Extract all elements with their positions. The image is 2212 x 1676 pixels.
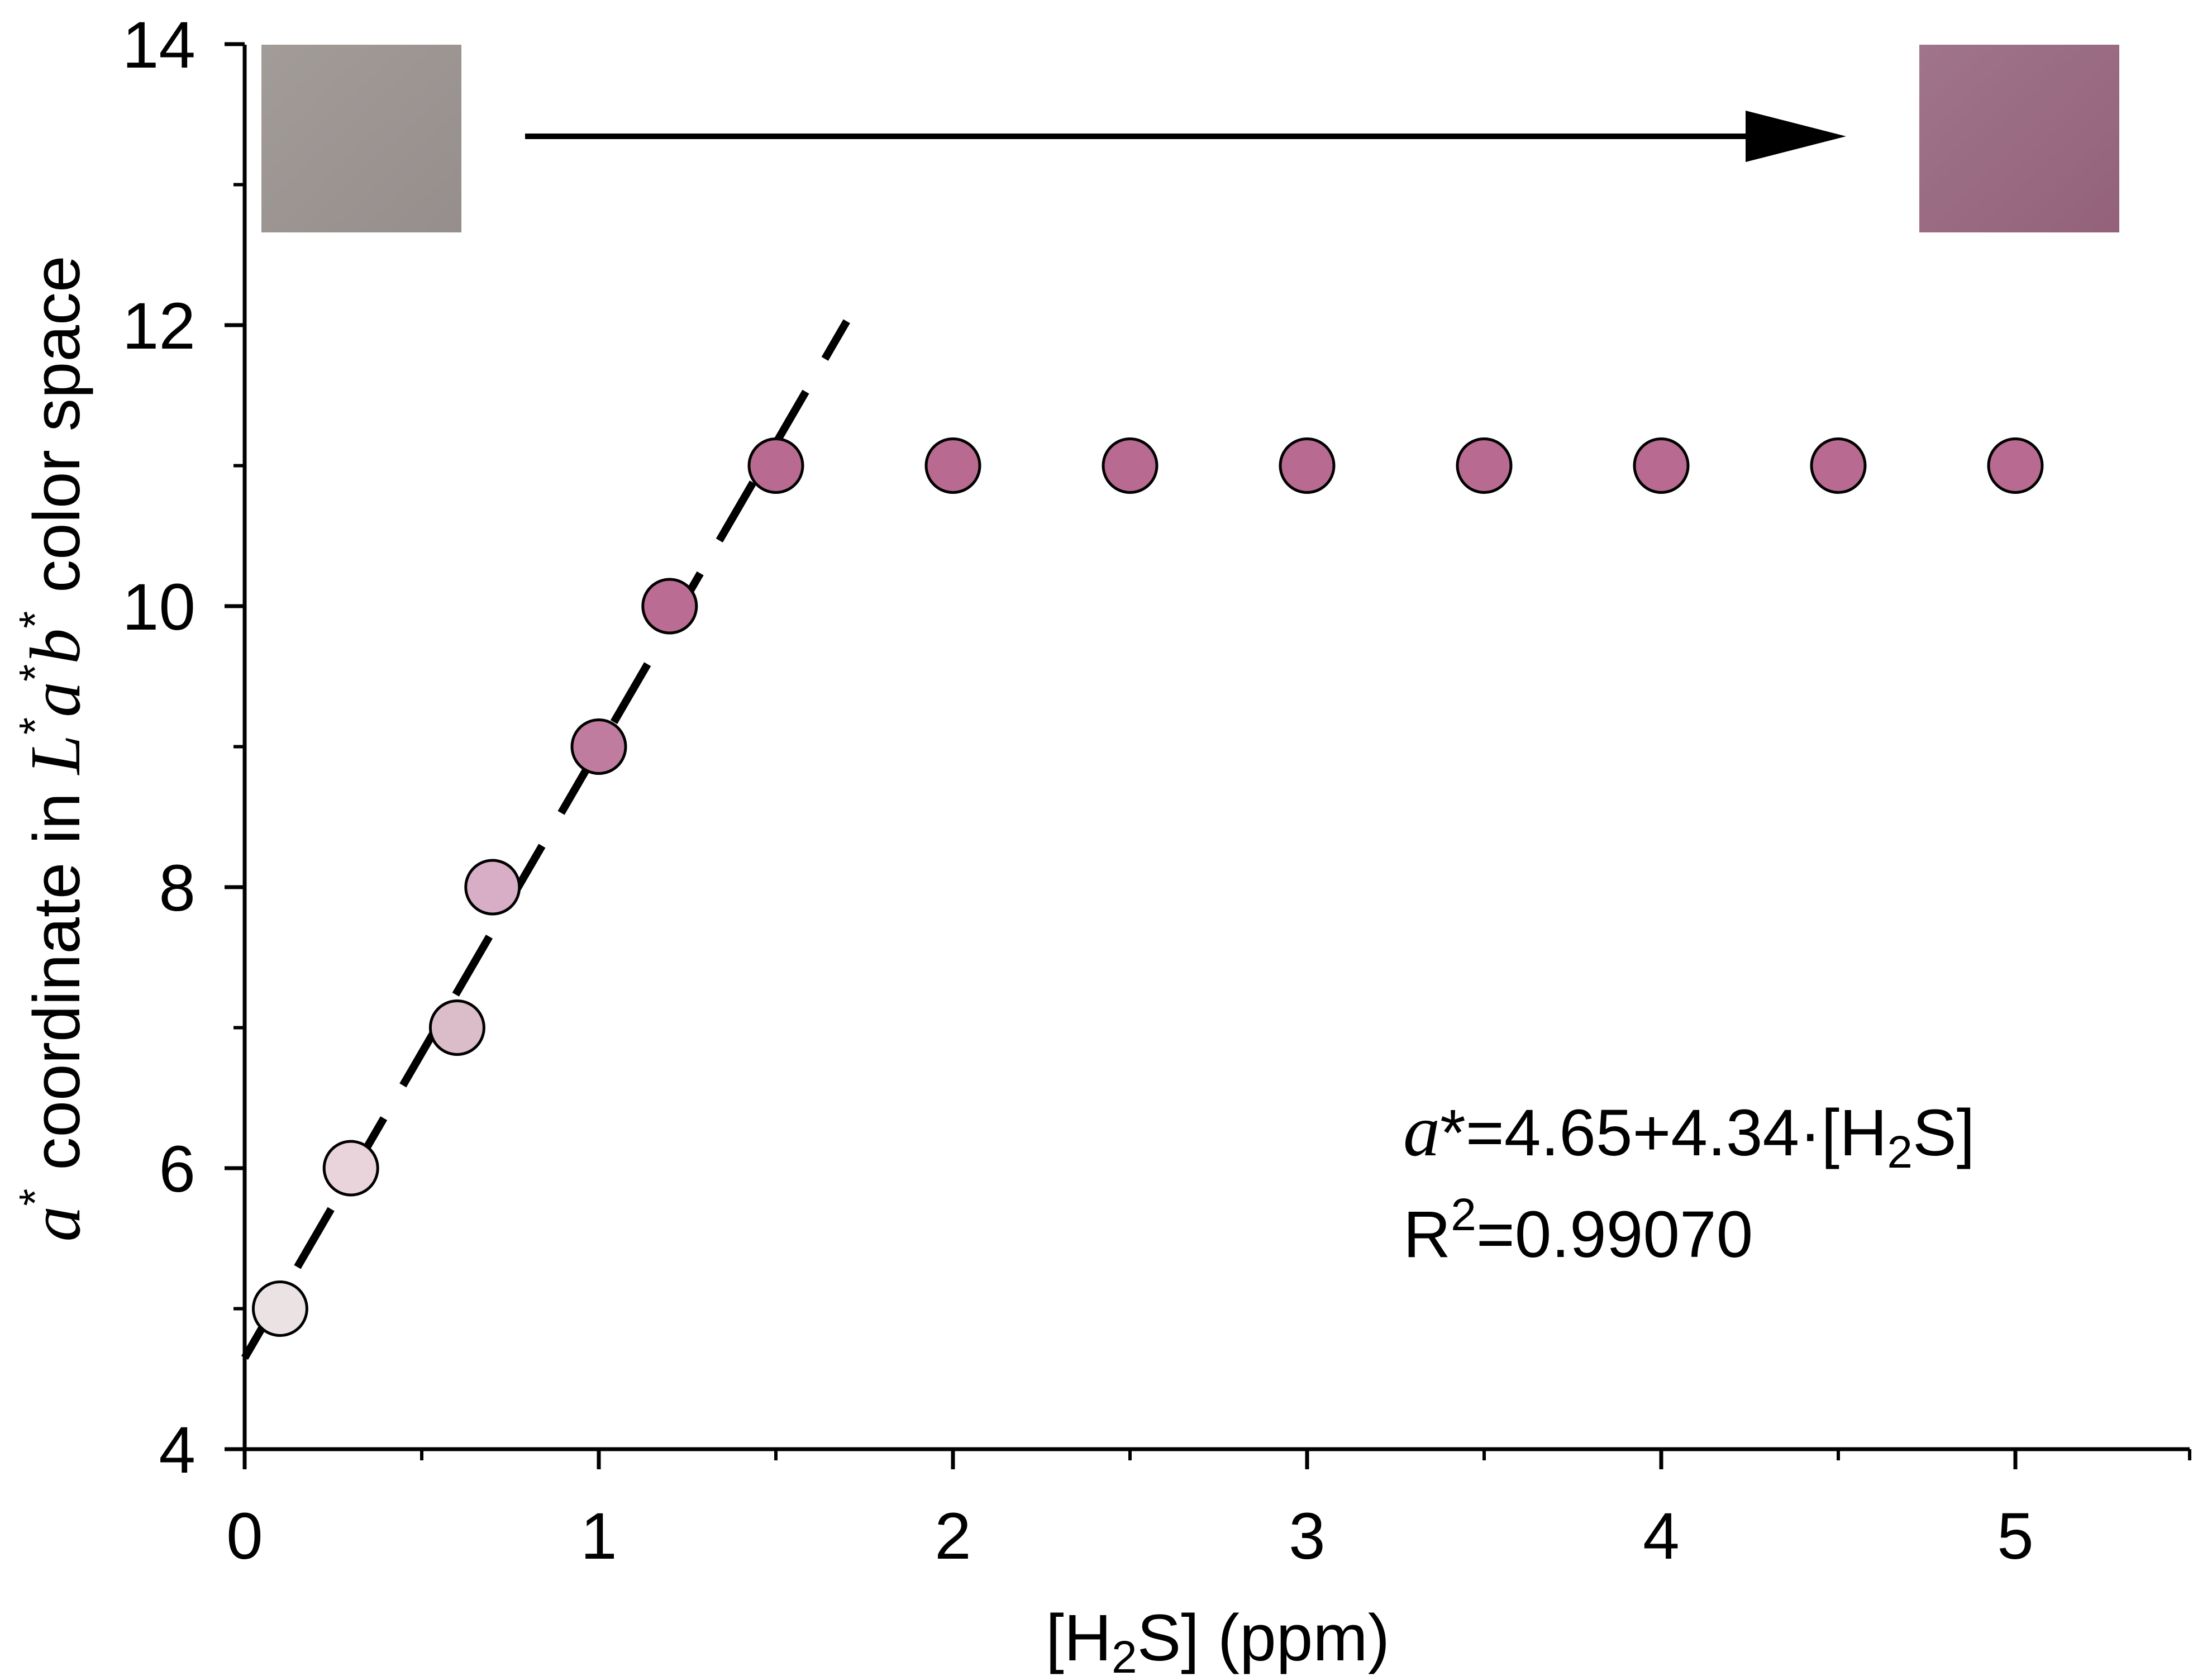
data-point <box>1456 437 1513 494</box>
x-tick-label: 5 <box>1997 1499 2034 1573</box>
x-tick-label: 3 <box>1289 1499 1326 1573</box>
r-squared: R2=0.99070 <box>1403 1189 1753 1272</box>
y-axis-title: a* coordinate in L*a*b* color space <box>10 255 95 1241</box>
x-axis-title: [H2S] (ppm) <box>1046 1601 1390 1676</box>
data-point <box>1102 437 1159 494</box>
x-tick-label: 1 <box>580 1499 617 1573</box>
data-point <box>322 1140 379 1197</box>
data-points <box>251 437 2044 1337</box>
data-point <box>1987 437 2044 494</box>
y-tick-label: 10 <box>122 570 196 644</box>
data-point <box>464 859 521 916</box>
y-tick-label: 14 <box>122 8 196 82</box>
ticks <box>225 42 2191 1469</box>
data-point <box>570 718 627 775</box>
x-tick-label: 2 <box>935 1499 971 1573</box>
data-point <box>1279 437 1336 494</box>
data-point <box>1810 437 1867 494</box>
data-point <box>251 1280 308 1337</box>
x-tick-label: 4 <box>1643 1499 1680 1573</box>
fit-equation: a*=4.65+4.34·[H2S] <box>1403 1089 1975 1178</box>
data-point <box>924 437 981 494</box>
data-point <box>428 999 485 1056</box>
linear-fit-line <box>241 319 850 1360</box>
y-tick-label: 4 <box>159 1413 196 1487</box>
axes <box>242 45 2190 1451</box>
data-point <box>1633 437 1690 494</box>
y-tick-label: 6 <box>159 1132 196 1206</box>
x-tick-label: 0 <box>226 1499 263 1573</box>
initial-sensor-swatch <box>261 45 461 232</box>
color-change-arrow <box>525 111 1846 162</box>
final-sensor-swatch <box>1919 45 2119 232</box>
y-tick-label: 8 <box>159 851 196 925</box>
data-point <box>641 578 698 635</box>
y-tick-label: 12 <box>122 289 196 363</box>
data-point <box>747 437 804 494</box>
